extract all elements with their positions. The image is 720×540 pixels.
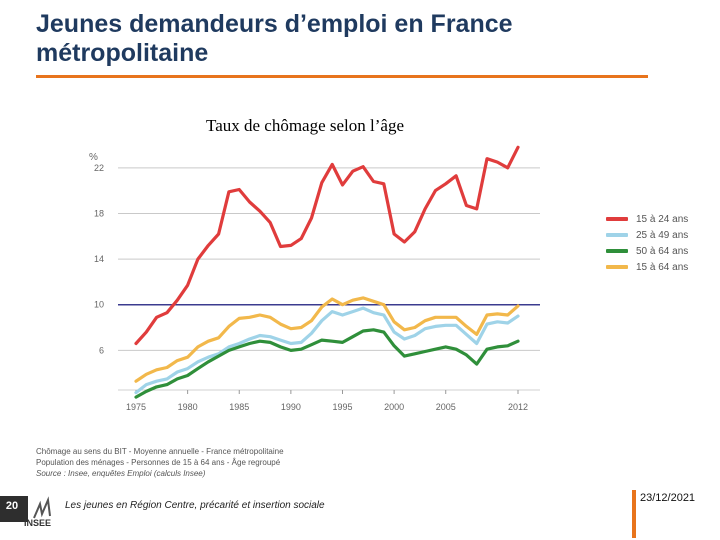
y-tick-label-10: 10 <box>94 300 104 310</box>
date-accent-bar <box>632 490 636 538</box>
legend-item-1: 15 à 24 ans <box>606 211 688 227</box>
y-tick-label-18: 18 <box>94 208 104 218</box>
title-underline <box>36 75 648 78</box>
legend-item-2: 25 à 49 ans <box>606 227 688 243</box>
chart-title: Taux de chômage selon l’âge <box>206 116 405 135</box>
y-tick-label-6: 6 <box>99 345 104 355</box>
slide-title-line1: Jeunes demandeurs d’emploi en France <box>36 10 513 38</box>
legend-swatch-4 <box>606 265 628 269</box>
slide-title: Jeunes demandeurs d’emploi en France mét… <box>36 10 656 68</box>
series-line-4 <box>134 296 520 383</box>
x-tick-label-1990: 1990 <box>281 402 301 412</box>
x-tick-label-2000: 2000 <box>384 402 404 412</box>
page-number: 20 <box>5 500 19 512</box>
chart-legend: 15 à 24 ans 25 à 49 ans 50 à 64 ans 15 à 64… <box>606 211 688 275</box>
x-tick-label-1995: 1995 <box>332 402 352 412</box>
note-line-2: Population des ménages - Personnes de 15… <box>36 458 281 467</box>
legend-item-4: 15 à 64 ans <box>606 259 688 275</box>
x-tick-label-2005: 2005 <box>436 402 456 412</box>
footer-caption: Les jeunes en Région Centre, précarité e… <box>65 500 325 511</box>
page-number-band <box>0 496 28 522</box>
note-line-1: Chômage au sens du BIT - Moyenne annuell… <box>36 447 284 456</box>
x-tick-label-1985: 1985 <box>229 402 249 412</box>
insee-logo-icon <box>33 496 51 519</box>
series-line-1 <box>134 145 520 346</box>
note-source: Source : Insee, enquêtes Emploi (calculs… <box>36 469 206 478</box>
y-tick-label-14: 14 <box>94 254 104 264</box>
legend-label-4: 15 à 64 ans <box>636 261 689 273</box>
legend-label-3: 50 à 64 ans <box>636 245 689 257</box>
legend-swatch-1 <box>606 217 628 221</box>
series-line-3 <box>134 328 520 399</box>
slide-date: 23/12/2021 <box>640 492 696 504</box>
legend-label-1: 15 à 24 ans <box>636 213 689 225</box>
x-tick-label-1980: 1980 <box>178 402 198 412</box>
x-tick-label-1975: 1975 <box>126 402 146 412</box>
chart-notes: Chômage au sens du BIT - Moyenne annuell… <box>36 446 284 479</box>
y-axis-label: % <box>89 152 98 163</box>
legend-item-3: 50 à 64 ans <box>606 243 688 259</box>
legend-label-2: 25 à 49 ans <box>636 229 689 241</box>
legend-swatch-3 <box>606 249 628 253</box>
series-line-2 <box>134 306 520 395</box>
legend-swatch-2 <box>606 233 628 237</box>
slide-title-line2: métropolitaine <box>36 39 209 67</box>
x-tick-label-2012: 2012 <box>508 402 528 412</box>
insee-logo-text: INSEE <box>24 518 52 528</box>
y-tick-label-22: 22 <box>94 163 104 173</box>
